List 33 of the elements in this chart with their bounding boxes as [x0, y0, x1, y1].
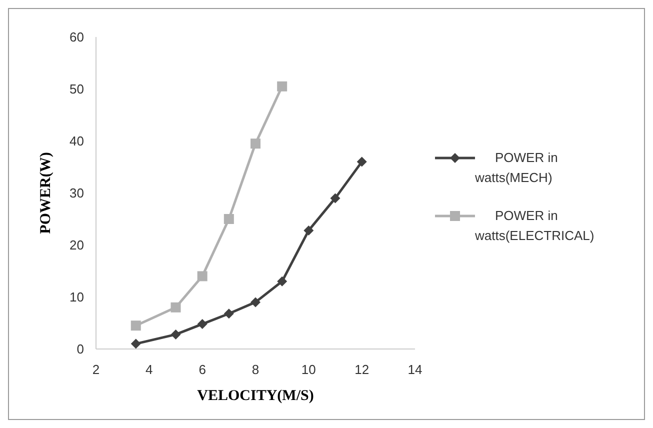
- y-tick-label: 60: [70, 30, 84, 45]
- point: [330, 193, 340, 204]
- y-tick-label: 30: [70, 186, 84, 201]
- y-tick-label: 0: [76, 342, 84, 357]
- y-tick-label: 40: [70, 134, 84, 149]
- x-axis-title: VELOCITY(M/S): [197, 388, 314, 404]
- point: [250, 297, 260, 308]
- point: [130, 320, 141, 331]
- x-tick-label: 10: [301, 362, 316, 377]
- point: [250, 138, 260, 149]
- x-tick-label: 6: [198, 362, 206, 377]
- point: [304, 225, 314, 236]
- point: [170, 302, 181, 312]
- point: [224, 308, 234, 319]
- x-tick-label: 2: [92, 362, 100, 377]
- y-tick-label: 10: [70, 290, 84, 305]
- y-tick-label: 20: [70, 238, 84, 253]
- legend-label: POWER in watts(MECH): [474, 150, 558, 185]
- x-tick-label: 14: [408, 362, 422, 377]
- x-tick-label: 8: [252, 362, 260, 377]
- point: [197, 319, 208, 330]
- legend-label: POWER in watts(ELECTRICAL): [474, 208, 594, 243]
- point: [277, 81, 288, 92]
- point: [277, 276, 288, 286]
- point: [356, 156, 367, 167]
- x-tick-label: 4: [146, 362, 153, 377]
- point: [224, 214, 234, 224]
- point: [130, 338, 141, 349]
- y-axis-title: POWER(W): [38, 152, 54, 234]
- x-tick-label: 12: [354, 362, 370, 377]
- point: [197, 271, 208, 282]
- point: [170, 329, 181, 340]
- y-tick-label: 50: [70, 82, 84, 97]
